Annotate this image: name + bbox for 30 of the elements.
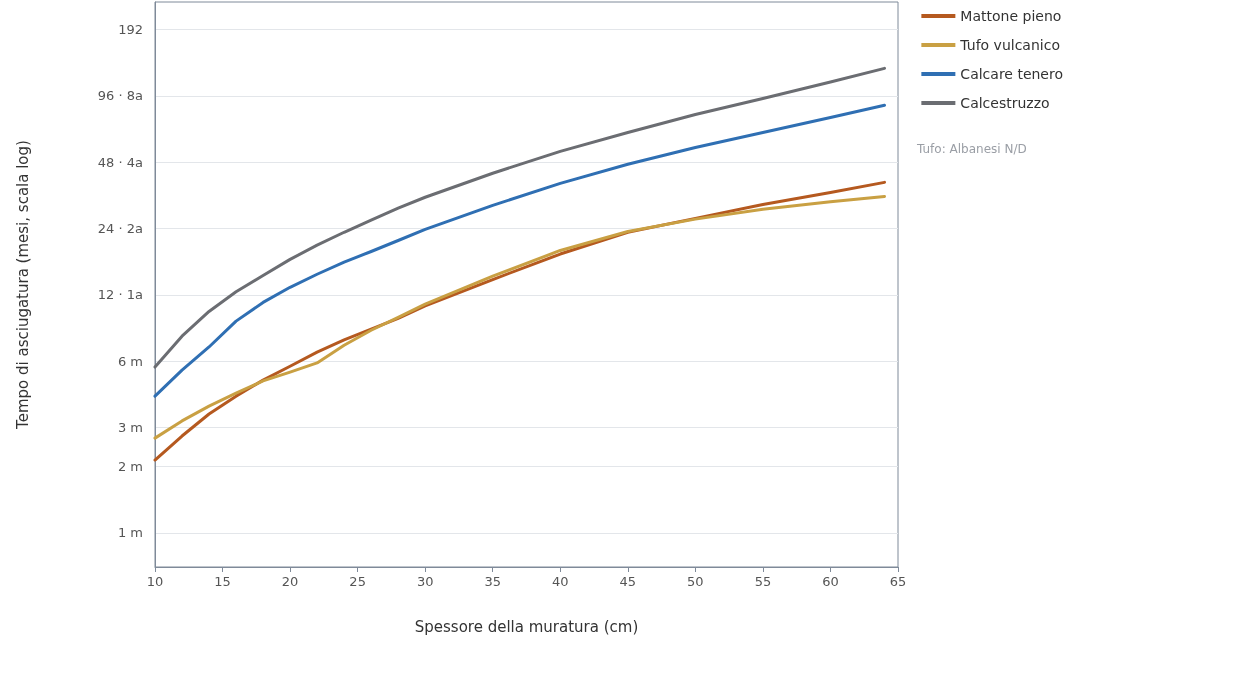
x-tick-label: 55 — [754, 574, 772, 589]
x-tick-label: 50 — [687, 574, 704, 589]
y-tick-label: 12 · 1a — [97, 287, 143, 303]
y-tick-label: 192 — [118, 22, 143, 38]
legend-label: Calcare tenero — [960, 66, 1064, 82]
legend-label: Mattone pieno — [960, 8, 1062, 24]
y-tick-label: 96 · 8a — [97, 88, 143, 104]
legend-label: Tufo vulcanico — [959, 37, 1060, 53]
y-axis-title: Tempo di asciugatura (mesi, scala log) — [13, 140, 32, 430]
x-tick-label: 20 — [281, 574, 299, 589]
line-series — [153, 66, 886, 369]
y-tick-label: 3 m — [117, 420, 143, 436]
y-tick-label: 6 m — [117, 353, 143, 369]
line-series — [153, 103, 886, 398]
y-tick-label: 2 m — [117, 459, 143, 474]
x-tick-label: 65 — [889, 574, 907, 589]
x-tick-label: 35 — [484, 574, 501, 589]
x-tick-label: 30 — [416, 574, 434, 589]
x-tick-label: 45 — [619, 574, 637, 589]
x-tick-label: 10 — [146, 574, 164, 589]
x-tick-label: 15 — [214, 574, 231, 589]
x-tick-label: 60 — [822, 574, 839, 589]
y-tick-label: 1 m — [117, 525, 143, 541]
x-axis-title: Spessore della muratura (cm) — [414, 617, 639, 636]
text: Tufo: Albanesi N/D — [916, 142, 1027, 156]
x-tick-label: 25 — [349, 574, 366, 589]
x-tick-label: 40 — [552, 574, 569, 589]
y-tick-label: 48 · 4a — [97, 154, 143, 170]
y-tick-label: 24 · 2a — [97, 221, 143, 237]
legend-label: Calcestruzzo — [960, 95, 1050, 111]
